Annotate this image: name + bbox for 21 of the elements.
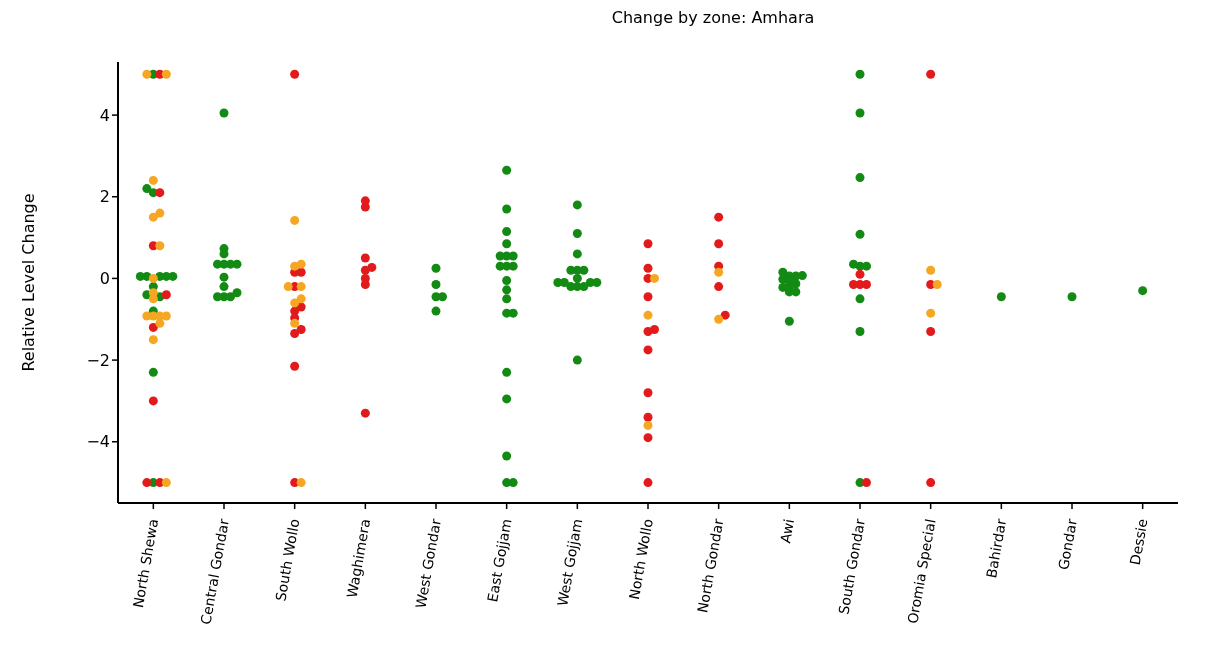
x-tick-label: North Wollo bbox=[625, 517, 656, 601]
x-tick-label: Awi bbox=[777, 517, 798, 545]
x-tick-label: West Gondar bbox=[412, 517, 444, 610]
y-axis-title: Relative Level Change bbox=[18, 193, 38, 372]
y-tick-label: 2 bbox=[99, 187, 110, 207]
x-tick-label: Bahirdar bbox=[983, 517, 1010, 580]
x-tick-label: South Gondar bbox=[835, 517, 868, 616]
x-tick-label: Dessie bbox=[1126, 517, 1151, 567]
x-tick-label: Gondar bbox=[1055, 517, 1080, 572]
x-tick-label: North Shewa bbox=[129, 517, 162, 610]
y-tick-label: 0 bbox=[99, 269, 110, 289]
chart-title: Change by zone: Amhara bbox=[610, 8, 816, 29]
y-tick-label: 4 bbox=[99, 105, 110, 125]
y-tick-label: −2 bbox=[86, 350, 110, 370]
x-tick-label: Central Gondar bbox=[197, 517, 232, 626]
x-tick-label: West Gojjam bbox=[554, 517, 586, 608]
x-tick-label: Oromia Special bbox=[904, 517, 939, 625]
y-tick-label: −4 bbox=[86, 432, 110, 452]
x-tick-label: South Wollo bbox=[272, 517, 303, 603]
x-tick-label: North Gondar bbox=[694, 517, 727, 615]
x-tick-label: East Gojjam bbox=[484, 517, 515, 604]
